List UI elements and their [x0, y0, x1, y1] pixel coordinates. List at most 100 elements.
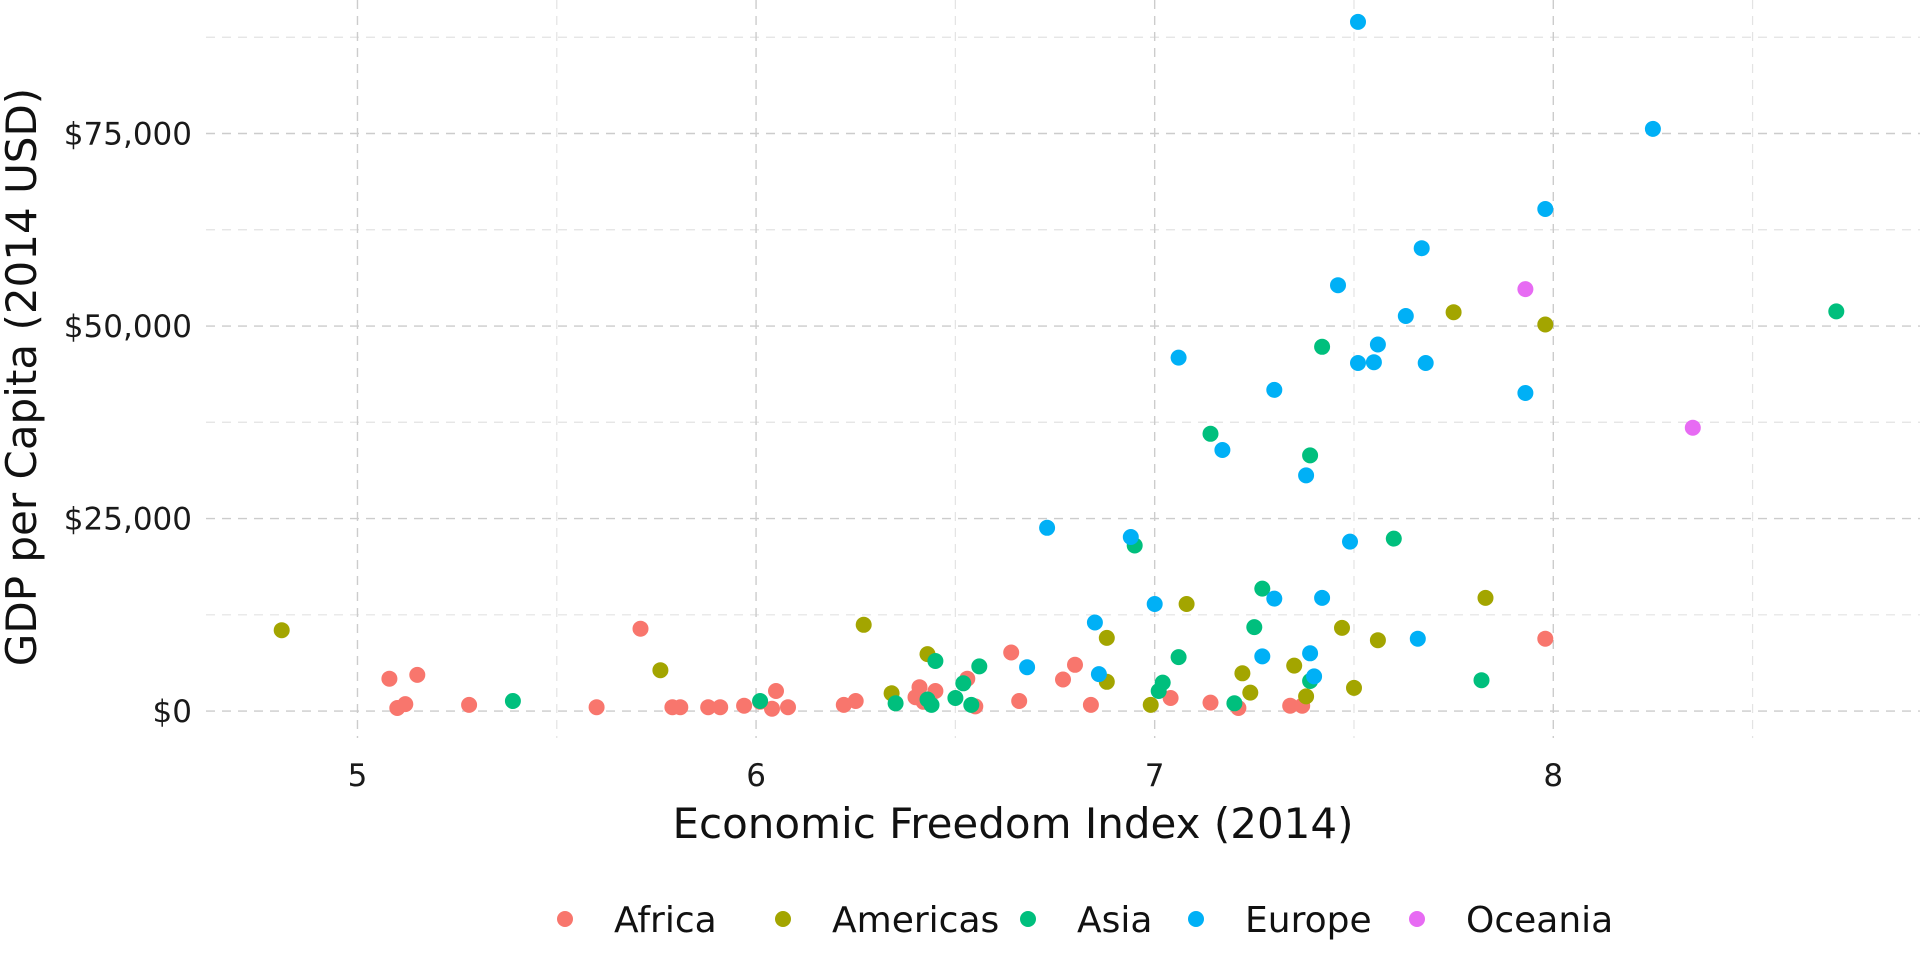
data-point-asia — [963, 696, 980, 713]
data-point-americas — [1298, 688, 1315, 705]
legend: Africa Americas Asia Europe Oceania — [557, 900, 1613, 941]
legend-label: Oceania — [1466, 900, 1613, 941]
data-point-americas — [1445, 304, 1462, 321]
data-point-asia — [1385, 530, 1402, 547]
legend-marker — [775, 911, 791, 927]
data-point-europe — [1350, 355, 1366, 371]
data-point-africa — [1202, 694, 1219, 711]
data-point-europe — [1254, 648, 1271, 665]
data-point-europe — [1365, 354, 1382, 371]
x-tick-label: 6 — [746, 758, 766, 794]
legend-item-americas: Americas — [775, 900, 999, 941]
data-point-europe — [1266, 590, 1283, 607]
legend-label: Asia — [1077, 900, 1152, 941]
series-americas — [273, 304, 1554, 713]
data-point-europe — [1330, 277, 1346, 294]
x-tick-label: 5 — [348, 758, 368, 794]
legend-item-asia: Asia — [1020, 900, 1152, 941]
data-point-asia — [1302, 447, 1319, 464]
legend-label: Africa — [614, 900, 717, 941]
data-point-americas — [1242, 684, 1259, 701]
legend-item-europe: Europe — [1188, 900, 1372, 941]
data-point-asia — [752, 693, 769, 709]
data-point-africa — [672, 699, 689, 716]
x-tick-label: 8 — [1543, 758, 1563, 794]
data-point-asia — [971, 658, 988, 675]
data-point-americas — [1178, 596, 1195, 612]
data-point-asia — [1226, 695, 1243, 712]
data-point-europe — [1417, 355, 1434, 371]
legend-marker — [1188, 911, 1204, 927]
data-point-africa — [847, 693, 864, 709]
x-axis-title: Economic Freedom Index (2014) — [672, 799, 1353, 848]
data-point-europe — [1214, 442, 1231, 458]
data-point-europe — [1266, 381, 1283, 398]
series-europe — [1019, 13, 1661, 685]
data-point-americas — [1098, 629, 1115, 646]
data-point-asia — [927, 653, 944, 669]
legend-marker — [1409, 911, 1425, 927]
data-point-africa — [632, 620, 649, 637]
data-point-africa — [409, 666, 426, 683]
data-point-europe — [1350, 13, 1366, 30]
data-point-asia — [1473, 672, 1490, 689]
data-point-asia — [1246, 619, 1263, 636]
data-point-asia — [923, 696, 940, 713]
data-point-africa — [588, 699, 605, 716]
data-point-europe — [1644, 120, 1661, 137]
data-point-africa — [461, 696, 478, 713]
data-point-americas — [1142, 696, 1159, 713]
data-point-africa — [700, 699, 717, 716]
data-point-africa — [764, 700, 780, 717]
data-point-africa — [1003, 644, 1020, 661]
data-point-asia — [947, 690, 964, 706]
data-point-europe — [1170, 349, 1187, 366]
data-point-europe — [1039, 519, 1056, 536]
data-point-americas — [1537, 316, 1554, 333]
legend-label: Europe — [1245, 900, 1372, 941]
data-point-africa — [1067, 656, 1083, 673]
data-point-europe — [1397, 308, 1414, 324]
legend-marker — [1020, 911, 1036, 927]
data-point-africa — [768, 683, 784, 699]
x-axis-ticks: 5 6 7 8 — [348, 758, 1564, 794]
data-point-americas — [1334, 619, 1350, 636]
y-tick-label: $50,000 — [64, 309, 192, 345]
data-point-europe — [1409, 630, 1426, 647]
grid-lines — [206, 0, 1920, 738]
data-point-europe — [1086, 614, 1103, 631]
data-point-africa — [911, 679, 928, 696]
data-point-oceania — [1684, 419, 1701, 436]
data-point-europe — [1122, 529, 1139, 545]
data-point-africa — [381, 670, 398, 687]
data-point-asia — [1202, 425, 1219, 442]
data-point-europe — [1314, 589, 1331, 606]
data-point-oceania — [1517, 281, 1534, 298]
y-tick-label: $0 — [153, 694, 192, 730]
data-point-americas — [1477, 589, 1494, 606]
series-oceania — [1517, 281, 1701, 436]
data-point-europe — [1413, 240, 1430, 257]
data-point-americas — [652, 662, 669, 679]
legend-item-africa: Africa — [557, 900, 717, 941]
data-point-europe — [1302, 645, 1319, 662]
y-tick-label: $25,000 — [64, 502, 192, 538]
data-point-asia — [1828, 303, 1845, 320]
data-point-europe — [1537, 201, 1554, 217]
data-point-americas — [1369, 632, 1386, 649]
data-point-europe — [1146, 596, 1163, 612]
data-point-americas — [1234, 665, 1251, 682]
data-point-africa — [1537, 630, 1554, 647]
data-point-asia — [955, 675, 972, 692]
data-point-europe — [1019, 659, 1036, 676]
data-point-europe — [1298, 467, 1315, 484]
data-point-asia — [1154, 674, 1171, 691]
data-point-africa — [1055, 671, 1071, 688]
x-tick-label: 7 — [1145, 758, 1165, 794]
y-axis-ticks: $0 $25,000 $50,000 $75,000 — [64, 117, 192, 731]
data-point-africa — [1011, 693, 1028, 709]
data-point-asia — [1170, 649, 1187, 666]
data-point-africa — [1282, 697, 1299, 714]
series-asia — [504, 303, 1845, 713]
